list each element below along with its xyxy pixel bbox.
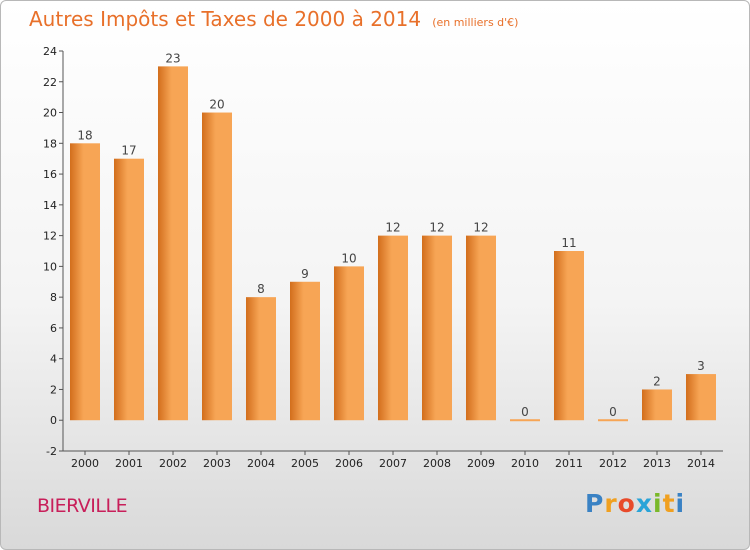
- value-label-2006: 10: [341, 251, 356, 265]
- bar-2008[interactable]: [422, 235, 452, 421]
- bars: [70, 66, 716, 422]
- bar-2011[interactable]: [554, 251, 584, 421]
- chart-title: Autres Impôts et Taxes de 2000 à 2014: [29, 7, 422, 31]
- commune-name: BIERVILLE: [37, 495, 128, 517]
- x-tick-label-2011: 2011: [555, 457, 583, 470]
- chart-subtitle: (en milliers d'€): [432, 16, 519, 29]
- value-label-2012: 0: [609, 405, 617, 419]
- y-tick-label: 2: [50, 383, 57, 396]
- logo-letter: i: [653, 489, 663, 518]
- x-tick-label-2008: 2008: [423, 457, 451, 470]
- x-tick-label-2000: 2000: [71, 457, 99, 470]
- logo-letter: x: [635, 489, 653, 518]
- bar-2001[interactable]: [114, 158, 144, 421]
- value-label-2014: 3: [697, 359, 705, 373]
- logo-letter: t: [662, 489, 676, 518]
- x-tick-label-2006: 2006: [335, 457, 363, 470]
- value-label-2007: 12: [385, 221, 400, 235]
- y-tick-label: 20: [43, 107, 57, 120]
- y-tick-label: 22: [43, 76, 57, 89]
- bar-2006[interactable]: [334, 266, 364, 421]
- value-label-2000: 18: [77, 128, 92, 142]
- value-label-2011: 11: [561, 236, 576, 250]
- value-label-2008: 12: [429, 221, 444, 235]
- chart-header: Autres Impôts et Taxes de 2000 à 2014 (e…: [29, 7, 518, 31]
- y-tick-label: 0: [50, 414, 57, 427]
- x-tick-label-2012: 2012: [599, 457, 627, 470]
- value-label-2013: 2: [653, 374, 661, 388]
- bar-2000[interactable]: [70, 143, 100, 421]
- proxiti-logo[interactable]: Proxiti: [585, 489, 685, 518]
- x-tick-label-2013: 2013: [643, 457, 671, 470]
- y-tick-label: 8: [50, 291, 57, 304]
- bar-2014[interactable]: [686, 374, 716, 421]
- x-tick-label-2002: 2002: [159, 457, 187, 470]
- bar-2013[interactable]: [642, 389, 672, 421]
- y-tick-label: 4: [50, 353, 57, 366]
- y-tick-label: 6: [50, 322, 57, 335]
- x-tick-label-2009: 2009: [467, 457, 495, 470]
- x-tick-label-2001: 2001: [115, 457, 143, 470]
- logo-letter: r: [604, 489, 618, 518]
- value-label-2003: 20: [209, 98, 224, 112]
- value-label-2002: 23: [165, 51, 180, 65]
- y-tick-label: 12: [43, 230, 57, 243]
- value-label-2010: 0: [521, 405, 529, 419]
- y-tick-label: 16: [43, 168, 57, 181]
- value-label-2009: 12: [473, 221, 488, 235]
- y-tick-label: 10: [43, 260, 57, 273]
- value-label-2005: 9: [301, 267, 309, 281]
- bar-2012[interactable]: [598, 419, 628, 422]
- x-tick-label-2003: 2003: [203, 457, 231, 470]
- y-tick-label: -2: [46, 445, 57, 458]
- bar-2007[interactable]: [378, 235, 408, 421]
- y-tick-label: 24: [43, 45, 57, 58]
- y-tick-label: 14: [43, 199, 57, 212]
- x-tick-label-2010: 2010: [511, 457, 539, 470]
- x-tick-label-2014: 2014: [687, 457, 715, 470]
- x-tick-label-2007: 2007: [379, 457, 407, 470]
- logo-letter: o: [617, 489, 636, 518]
- y-tick-label: 18: [43, 137, 57, 150]
- bar-2009[interactable]: [466, 235, 496, 421]
- bar-2005[interactable]: [290, 281, 320, 421]
- bar-2010[interactable]: [510, 419, 540, 422]
- bar-2004[interactable]: [246, 297, 276, 421]
- value-label-2004: 8: [257, 282, 265, 296]
- x-tick-label-2004: 2004: [247, 457, 275, 470]
- bar-2003[interactable]: [202, 112, 232, 421]
- logo-letter: i: [675, 489, 686, 518]
- logo-letter: P: [585, 489, 605, 518]
- x-tick-label-2005: 2005: [291, 457, 319, 470]
- value-label-2001: 17: [121, 144, 136, 158]
- bar-2002[interactable]: [158, 66, 188, 421]
